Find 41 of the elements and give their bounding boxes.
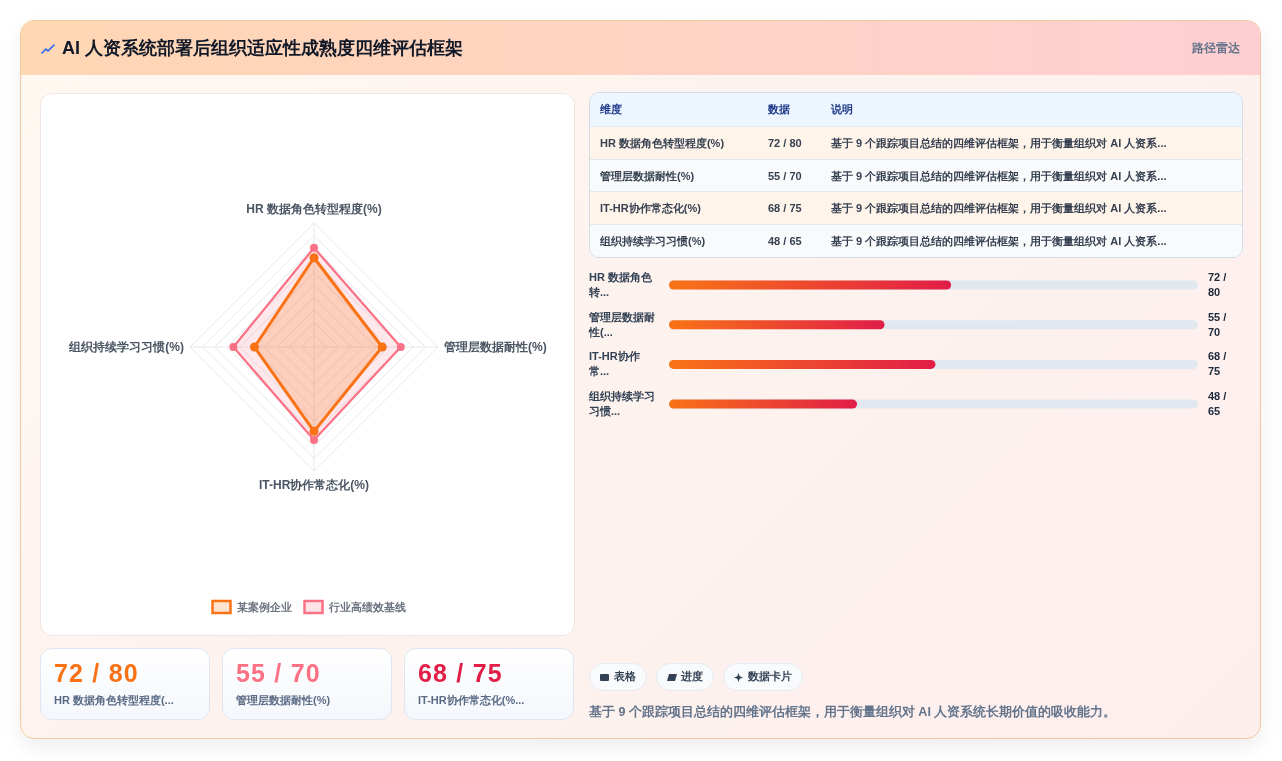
text: HR 数据角色转型程度(... [54,693,174,708]
text: 55 / 70 [236,658,321,688]
text: 进度 [681,670,703,684]
data-label: 48 / 65 [1208,389,1228,420]
text: 55 / 70 [768,168,802,184]
data-label: 68 / 75 [1208,349,1228,380]
text: IT-HR协作常态化(%) [600,201,701,217]
text: 路径雷达 [1192,40,1240,57]
text: 基于 9 个跟踪项目总结的四维评估框架，用于衡量组织对 AI 人资系... [831,135,1167,151]
text: 68 / 75 [418,658,503,688]
legend-label: 行业高绩效基线 [327,601,406,613]
text: HR 数据角色转型程度(%) [600,135,725,151]
text: 说明 [831,102,853,117]
text: 表格 [614,670,636,684]
text: 组织持续学习习惯(%) [600,234,706,250]
text: 管理层数据耐性(%) [600,168,695,184]
text: 基于 9 个跟踪项目总结的四维评估框架，用于衡量组织对 AI 人资系... [831,201,1167,217]
text: 管理层数据耐性(%) [236,693,331,708]
spoke-label: 管理层数据耐性(%) [443,340,547,354]
spoke-label: HR 数据角色转型程度(%) [246,202,382,216]
text: 维度 [600,102,622,117]
text: AI 人资系统部署后组织适应性成熟度四维评估框架 [62,37,464,60]
spoke-label: 组织持续学习习惯(%) [68,340,184,354]
text: 基于 9 个跟踪项目总结的四维评估框架，用于衡量组织对 AI 人资系... [831,234,1167,250]
text: 72 / 80 [54,658,139,688]
y-tick-label: IT-HR协作常... [589,349,641,380]
y-tick-label: 组织持续学习习惯... [589,389,656,420]
text: 基于 9 个跟踪项目总结的四维评估框架，用于衡量组织对 AI 人资系... [831,168,1167,184]
data-label: 72 / 80 [1208,270,1228,300]
y-tick-label: HR 数据角色转... [589,270,653,300]
y-tick-label: 管理层数据耐性(... [589,309,656,340]
text: IT-HR协作常态化(%... [418,693,525,708]
text: 68 / 75 [768,201,802,217]
text: 数据 [768,102,790,117]
text: 48 / 65 [768,234,802,250]
spoke-label: IT-HR协作常态化(%) [259,478,369,492]
data-label: 55 / 70 [1208,309,1228,340]
text: 72 / 80 [768,135,802,151]
text: 数据卡片 [748,670,792,684]
text: 基于 9 个跟踪项目总结的四维评估框架，用于衡量组织对 AI 人资系统长期价值的吸收能力。 [589,704,1117,721]
legend-label: 某案例企业 [235,601,292,613]
